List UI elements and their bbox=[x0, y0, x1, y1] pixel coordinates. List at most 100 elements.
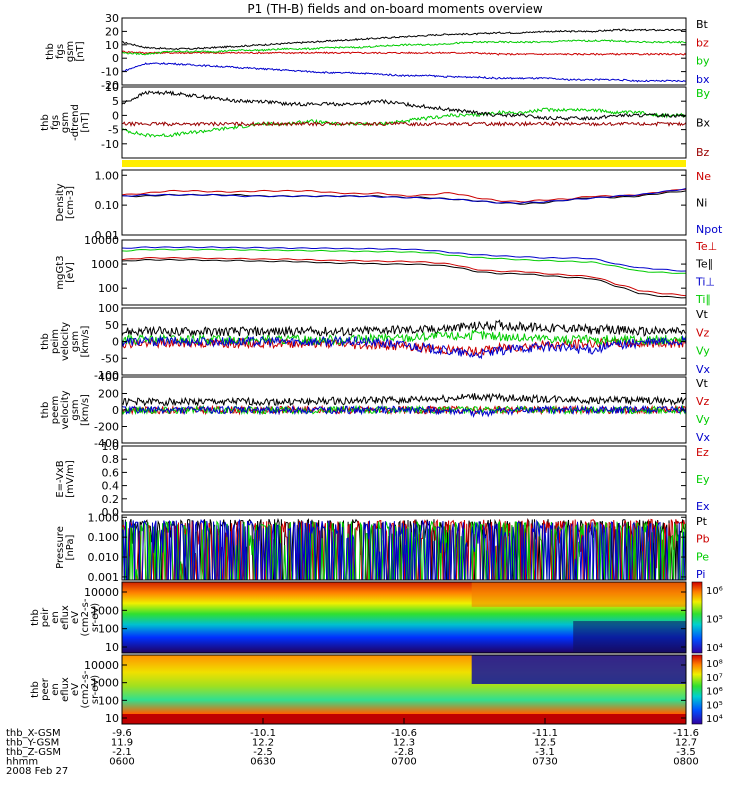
y-axis-label: peem bbox=[50, 396, 61, 424]
x-tick-label: -10.1 bbox=[250, 728, 276, 739]
legend-entry: Bz bbox=[696, 146, 710, 159]
series-line-fgs-gsm bbox=[121, 50, 687, 56]
x-tick-label: 0600 bbox=[109, 757, 134, 768]
legend-entry: Bt bbox=[696, 18, 709, 31]
series-line-fgs-gsm bbox=[121, 62, 687, 83]
y-tick-label: 50 bbox=[105, 319, 119, 332]
colorbar-tick-label: 10⁷ bbox=[706, 673, 723, 684]
y-tick-label: -20 bbox=[101, 79, 119, 92]
y-tick-label: 400 bbox=[98, 371, 119, 384]
spectrogram-region bbox=[573, 621, 686, 653]
y-tick-label: 0 bbox=[112, 109, 119, 122]
series-line-fgs-gsm bbox=[121, 28, 687, 51]
y-axis-label: thb bbox=[40, 402, 51, 419]
y-axis-label: thb bbox=[40, 114, 51, 131]
y-axis-label: [cm-3] bbox=[65, 186, 76, 219]
y-axis-label: thb bbox=[30, 609, 41, 626]
y-axis-label: [nT] bbox=[80, 112, 91, 132]
y-axis-label: (cm2-s- bbox=[80, 670, 91, 708]
y-tick-label: 1.0 bbox=[102, 440, 120, 453]
colorbar-tick-label: 10⁵ bbox=[706, 700, 723, 711]
y-tick-label: 1.000 bbox=[88, 511, 120, 524]
y-tick-label: 100 bbox=[98, 623, 119, 636]
y-axis-label: fgs bbox=[50, 115, 61, 130]
series-line-density bbox=[121, 188, 687, 204]
y-axis-label: mgGt3 bbox=[55, 255, 66, 289]
y-axis-label: thb bbox=[30, 681, 41, 698]
panel-frame bbox=[121, 445, 687, 513]
panel-frame bbox=[121, 169, 687, 236]
y-tick-label: 0 bbox=[112, 336, 119, 349]
colorbar-tick-label: 10⁴ bbox=[706, 714, 723, 725]
colorbar-tick-label: 10⁶ bbox=[706, 586, 723, 597]
series-line-temperature bbox=[121, 256, 687, 297]
x-tick-label: -2.5 bbox=[253, 747, 273, 758]
y-tick-label: 30 bbox=[105, 12, 119, 25]
series-line-temperature bbox=[121, 248, 687, 274]
legend-entry: Pb bbox=[696, 533, 710, 546]
panel-efield: 1.00.80.60.40.20.0 E=-VxB [mV/m] Ez Ey Ex bbox=[55, 440, 710, 519]
x-tick-label: 0700 bbox=[391, 757, 416, 768]
series-line-temperature bbox=[121, 246, 687, 272]
data-quality-bar bbox=[122, 160, 686, 167]
legend-entry: Vy bbox=[696, 345, 710, 358]
y-tick-label: 100 bbox=[98, 302, 119, 315]
y-axis-label: eflux bbox=[60, 605, 71, 630]
panel-peim-velocity: 100 50 0 -50 -100 thb peim velocity gsm [km/s] Vt V… bbox=[40, 302, 711, 382]
x-axis-row-label: 2008 Feb 27 bbox=[6, 766, 68, 777]
y-axis-label: sr-eV) bbox=[90, 675, 101, 704]
y-tick-label: 1000 bbox=[91, 604, 119, 617]
y-axis-label: (cm2-s- bbox=[80, 598, 91, 636]
y-axis-label: en bbox=[50, 611, 61, 624]
x-tick-label: -10.6 bbox=[391, 728, 417, 739]
y-tick-label: 0.4 bbox=[102, 480, 120, 493]
y-tick-label: 10 bbox=[105, 712, 119, 725]
y-tick-label: 0.001 bbox=[88, 571, 120, 584]
y-axis-label: [eV] bbox=[65, 262, 76, 283]
y-tick-label: 10 bbox=[105, 641, 119, 654]
y-tick-label: 20 bbox=[105, 25, 119, 38]
y-tick-label: 0.2 bbox=[102, 493, 120, 506]
panel-peer-spectrogram: 10⁸ 10⁷ 10⁶ 10⁵ 10⁴ 10000 1000 100 10 thb peer en ef… bbox=[30, 654, 723, 725]
y-tick-label: -5 bbox=[108, 124, 119, 137]
y-tick-label: -200 bbox=[94, 421, 119, 434]
legend-entry: Vz bbox=[696, 326, 710, 339]
y-axis-label: [km/s] bbox=[80, 325, 91, 357]
legend-entry: Pi bbox=[696, 568, 705, 581]
y-axis-label: [km/s] bbox=[80, 394, 91, 426]
series-line-fgs-gsm bbox=[121, 39, 687, 56]
series-line-peem-velocity bbox=[121, 392, 687, 408]
x-tick-label: 0630 bbox=[250, 757, 275, 768]
legend-entry: Ey bbox=[696, 473, 710, 486]
y-tick-label: 10 bbox=[105, 39, 119, 52]
y-axis-label: gsm bbox=[60, 112, 71, 133]
legend-entry: Vx bbox=[696, 431, 711, 444]
legend-entry: Vx bbox=[696, 363, 711, 376]
y-axis-label: eV bbox=[70, 611, 81, 624]
y-tick-label: 1.00 bbox=[95, 169, 120, 182]
y-tick-label: 0 bbox=[112, 404, 119, 417]
y-tick-label: 200 bbox=[98, 388, 119, 401]
legend-entry: Vt bbox=[696, 377, 709, 390]
panel-frame bbox=[121, 239, 687, 306]
series-line-fgs-gsm-dtrend bbox=[121, 120, 687, 127]
legend-entry: By bbox=[696, 87, 711, 100]
panel-frame bbox=[121, 17, 687, 86]
x-tick-label: 11.9 bbox=[111, 738, 133, 749]
y-tick-label: 0.10 bbox=[95, 199, 120, 212]
x-axis-row-label: thb_X-GSM bbox=[6, 728, 61, 739]
series-line-fgs-gsm-dtrend bbox=[121, 107, 687, 138]
y-axis-label: sr-eV) bbox=[90, 603, 101, 632]
y-tick-label: 10000 bbox=[84, 586, 119, 599]
y-tick-label: 0.8 bbox=[102, 453, 120, 466]
y-tick-label: 100 bbox=[98, 282, 119, 295]
y-axis-label: fgs bbox=[55, 44, 66, 59]
x-tick-label: 12.7 bbox=[675, 738, 697, 749]
x-tick-label: 0800 bbox=[673, 757, 698, 768]
y-tick-label: 0.0 bbox=[102, 506, 120, 519]
legend-entry: bx bbox=[696, 73, 710, 86]
y-axis-label: peir bbox=[40, 607, 51, 627]
